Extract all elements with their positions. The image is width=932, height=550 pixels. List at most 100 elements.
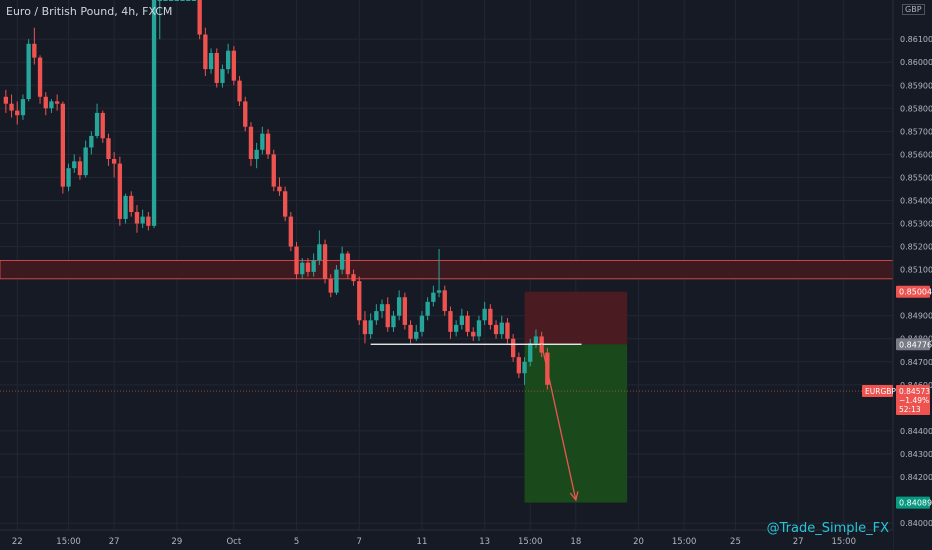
candle[interactable] — [294, 246, 299, 275]
candle[interactable] — [339, 253, 345, 270]
candle[interactable] — [248, 126, 254, 159]
candle[interactable] — [288, 216, 294, 247]
candle[interactable] — [220, 69, 225, 83]
candle[interactable] — [465, 315, 470, 332]
candle[interactable] — [49, 101, 54, 109]
candle[interactable] — [368, 320, 373, 335]
candle[interactable] — [43, 96, 48, 109]
candle[interactable] — [26, 43, 31, 100]
candle[interactable] — [493, 324, 499, 335]
candle[interactable] — [94, 112, 100, 136]
candle[interactable] — [471, 331, 476, 337]
candle[interactable] — [300, 262, 305, 275]
candle[interactable] — [459, 315, 465, 325]
candle[interactable] — [408, 324, 413, 339]
candle[interactable] — [9, 103, 14, 111]
candle[interactable] — [334, 269, 339, 293]
candle[interactable] — [528, 343, 533, 362]
candle[interactable] — [20, 99, 26, 116]
candle[interactable] — [66, 168, 71, 187]
candle[interactable] — [260, 133, 265, 150]
candle[interactable] — [317, 244, 322, 261]
take-profit-zone[interactable] — [524, 344, 628, 503]
candle[interactable] — [396, 297, 402, 316]
candle[interactable] — [54, 101, 60, 104]
candle[interactable] — [414, 331, 419, 339]
candle[interactable] — [225, 50, 231, 70]
candle[interactable] — [311, 260, 316, 272]
candle[interactable] — [374, 311, 379, 321]
candle[interactable] — [391, 315, 396, 328]
candle[interactable] — [282, 191, 288, 217]
candle[interactable] — [186, 0, 191, 1]
projection-arrow[interactable] — [541, 344, 577, 501]
candle[interactable] — [436, 290, 442, 293]
candle[interactable] — [180, 0, 185, 1]
candle[interactable] — [362, 320, 368, 335]
candle[interactable] — [77, 161, 83, 176]
candle[interactable] — [505, 322, 510, 339]
candle[interactable] — [425, 301, 430, 316]
candle[interactable] — [123, 195, 128, 219]
candle[interactable] — [533, 336, 539, 344]
stop-loss-zone[interactable] — [524, 291, 628, 345]
candle[interactable] — [453, 324, 459, 332]
candle[interactable] — [32, 43, 37, 58]
candle[interactable] — [482, 308, 487, 321]
candle[interactable] — [419, 315, 425, 332]
candle[interactable] — [15, 110, 20, 116]
candle[interactable] — [151, 0, 157, 226]
candle[interactable] — [168, 0, 174, 1]
candle[interactable] — [197, 0, 202, 35]
candle[interactable] — [100, 112, 105, 139]
candle[interactable] — [89, 135, 94, 148]
candle[interactable] — [203, 34, 208, 70]
candle[interactable] — [488, 308, 493, 325]
candle[interactable] — [345, 253, 351, 275]
candle[interactable] — [111, 159, 117, 164]
candle[interactable] — [191, 0, 197, 1]
candle[interactable] — [442, 290, 447, 312]
candle[interactable] — [72, 161, 77, 169]
symbol-title[interactable]: Euro / British Pound, 4h, FXCM — [6, 5, 173, 18]
candle[interactable] — [357, 281, 362, 321]
candle[interactable] — [60, 103, 66, 187]
candle[interactable] — [510, 338, 516, 358]
candle[interactable] — [157, 0, 162, 1]
candle[interactable] — [37, 57, 43, 97]
candle[interactable] — [208, 53, 214, 70]
candle[interactable] — [254, 149, 259, 159]
candle[interactable] — [134, 212, 140, 224]
candle[interactable] — [522, 361, 527, 374]
candle[interactable] — [265, 133, 271, 155]
candle[interactable] — [237, 80, 242, 102]
candle[interactable] — [277, 186, 282, 192]
candle[interactable] — [146, 216, 151, 226]
candle[interactable] — [3, 96, 9, 104]
candle[interactable] — [385, 304, 390, 328]
candle[interactable] — [351, 274, 356, 282]
candle[interactable] — [129, 195, 134, 212]
candle[interactable] — [243, 101, 248, 127]
candle[interactable] — [214, 53, 219, 83]
candle[interactable] — [476, 320, 482, 337]
candle[interactable] — [322, 244, 328, 279]
candle[interactable] — [106, 138, 111, 159]
candle[interactable] — [83, 147, 88, 176]
candle[interactable] — [448, 311, 453, 332]
candle[interactable] — [140, 216, 145, 224]
candle[interactable] — [305, 262, 311, 272]
candle[interactable] — [516, 357, 522, 374]
price-axis[interactable] — [893, 0, 932, 550]
candle[interactable] — [174, 0, 180, 1]
candle[interactable] — [271, 154, 276, 187]
candle[interactable] — [499, 322, 504, 335]
candle[interactable] — [431, 292, 436, 302]
resistance-zone[interactable] — [0, 259, 894, 280]
candle[interactable] — [328, 278, 333, 293]
candle[interactable] — [379, 304, 385, 312]
candle[interactable] — [231, 50, 237, 81]
time-axis[interactable] — [0, 530, 893, 550]
candle[interactable] — [117, 163, 123, 219]
